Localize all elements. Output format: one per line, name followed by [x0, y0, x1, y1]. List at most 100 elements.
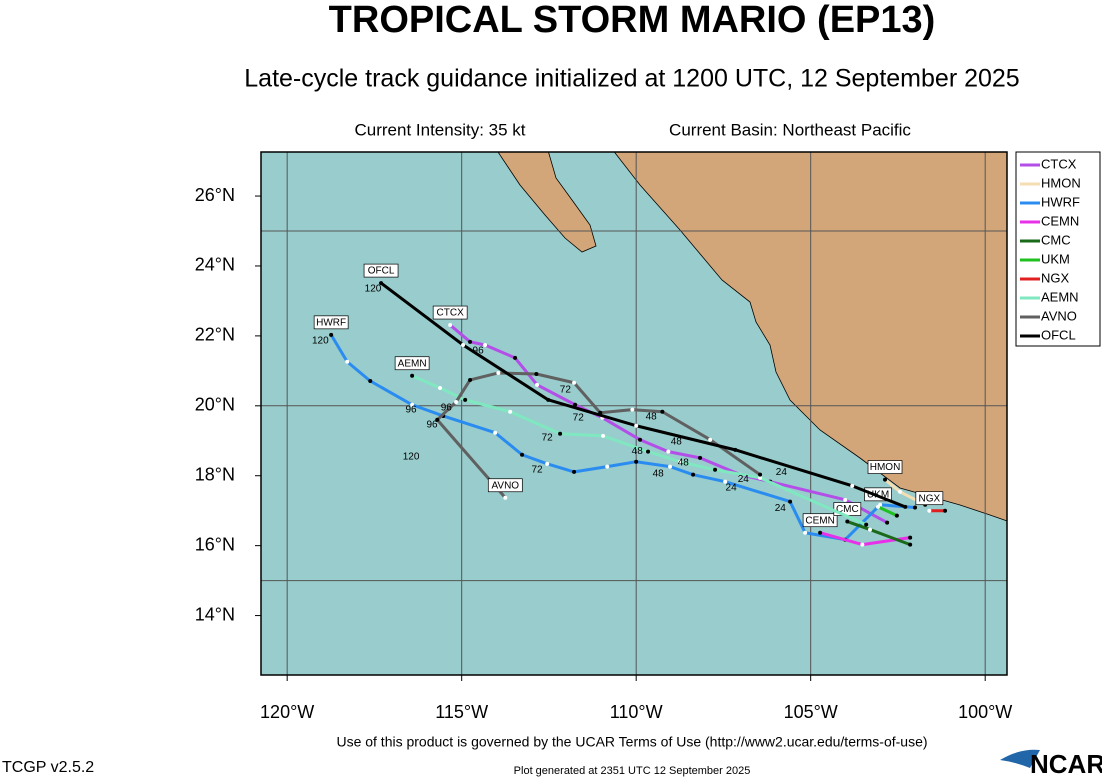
track-point — [894, 513, 899, 518]
track-point — [368, 378, 373, 383]
hour-label: 24 — [738, 474, 750, 485]
track-point — [605, 464, 610, 469]
y-tick-label: 24°N — [195, 255, 235, 275]
legend-label: HMON — [1041, 175, 1081, 190]
hour-label: 72 — [532, 464, 544, 475]
hour-label: 48 — [678, 457, 690, 468]
title: TROPICAL STORM MARIO (EP13) — [329, 0, 936, 41]
logo-mark — [1000, 749, 1040, 768]
track-point — [329, 332, 334, 337]
track-point — [876, 504, 881, 509]
track-point — [788, 499, 793, 504]
track-label: CMC — [836, 504, 859, 515]
track-point — [898, 489, 903, 494]
hour-label: 96 — [406, 404, 418, 415]
version: TCGP v2.5.2 — [2, 759, 94, 776]
track-point — [943, 508, 948, 513]
track-point — [345, 359, 350, 364]
track-label-box — [487, 478, 523, 493]
legend-label: AEMN — [1041, 289, 1079, 304]
track-label: NGX — [919, 493, 941, 504]
y-tick-label: 14°N — [195, 604, 235, 624]
track-point — [713, 467, 718, 472]
track-point — [666, 449, 671, 454]
track-point — [513, 355, 518, 360]
hour-label: 24 — [775, 503, 787, 514]
y-tick-label: 20°N — [195, 395, 235, 415]
track-point — [572, 469, 577, 474]
legend-label: CTCX — [1041, 156, 1077, 171]
track-point — [758, 472, 763, 477]
logo: NCAR — [1030, 749, 1102, 779]
track-point — [634, 459, 639, 464]
hour-label: 96 — [473, 346, 485, 357]
track-label: OFCL — [368, 266, 395, 277]
track-point — [818, 530, 823, 535]
y-tick-label: 22°N — [195, 325, 235, 345]
hour-label: 48 — [653, 468, 665, 479]
track-label-box — [915, 491, 944, 506]
legend-label: OFCL — [1041, 327, 1076, 342]
hour-label: 48 — [632, 446, 644, 457]
hour-label: 120 — [365, 284, 382, 295]
track-point — [708, 437, 713, 442]
y-tick-label: 26°N — [195, 185, 235, 205]
x-tick-label: 120°W — [260, 702, 314, 722]
y-tick-label: 18°N — [195, 464, 235, 484]
generated: Plot generated at 2351 UTC 12 September … — [514, 765, 751, 777]
track-point — [883, 477, 888, 482]
track-label-box — [802, 513, 838, 528]
track-point — [545, 461, 550, 466]
track-label-box — [394, 356, 430, 371]
track-point — [461, 342, 466, 347]
track-label: HMON — [870, 462, 901, 473]
track-label: CTCX — [437, 308, 465, 319]
track-point — [493, 430, 498, 435]
track-point — [868, 527, 873, 532]
track-point — [843, 497, 848, 502]
track-line — [877, 505, 898, 517]
track-point — [601, 433, 606, 438]
track-point — [535, 382, 540, 387]
track-point — [468, 339, 473, 344]
x-tick-label: 105°W — [784, 702, 838, 722]
track-point — [468, 377, 473, 382]
legend-label: CEMN — [1041, 213, 1079, 228]
track-point — [908, 542, 913, 547]
track-label-box — [867, 460, 903, 474]
track-point — [913, 505, 918, 510]
hour-label: 24 — [776, 467, 788, 478]
hour-label: 96 — [426, 419, 438, 430]
track-point — [520, 452, 525, 457]
track-point — [758, 475, 763, 480]
legend-label: CMC — [1041, 232, 1071, 247]
track-label-box — [313, 315, 349, 330]
hour-label: 120 — [312, 335, 329, 346]
track-point — [860, 542, 865, 547]
legend-label: AVNO — [1041, 308, 1077, 323]
track-point — [454, 399, 459, 404]
track-point — [638, 437, 643, 442]
track-point — [646, 449, 651, 454]
track-point — [803, 530, 808, 535]
legend-label: NGX — [1041, 270, 1070, 285]
track-point — [496, 370, 501, 375]
track-point — [483, 342, 488, 347]
track-point — [733, 447, 738, 452]
track-point — [410, 402, 415, 407]
baja — [497, 152, 597, 253]
track-point — [572, 380, 577, 385]
track-point — [678, 459, 683, 464]
track-label-box — [363, 263, 399, 278]
track-point — [463, 397, 468, 402]
track-label: AVNO — [491, 480, 519, 491]
track-point — [864, 522, 869, 527]
track-point — [410, 373, 415, 378]
track-label: HWRF — [316, 317, 346, 328]
x-tick-label: 115°W — [435, 702, 488, 722]
track-point — [534, 371, 539, 376]
track-point — [630, 407, 635, 412]
subtitle: Late-cycle track guidance initialized at… — [244, 65, 1019, 93]
